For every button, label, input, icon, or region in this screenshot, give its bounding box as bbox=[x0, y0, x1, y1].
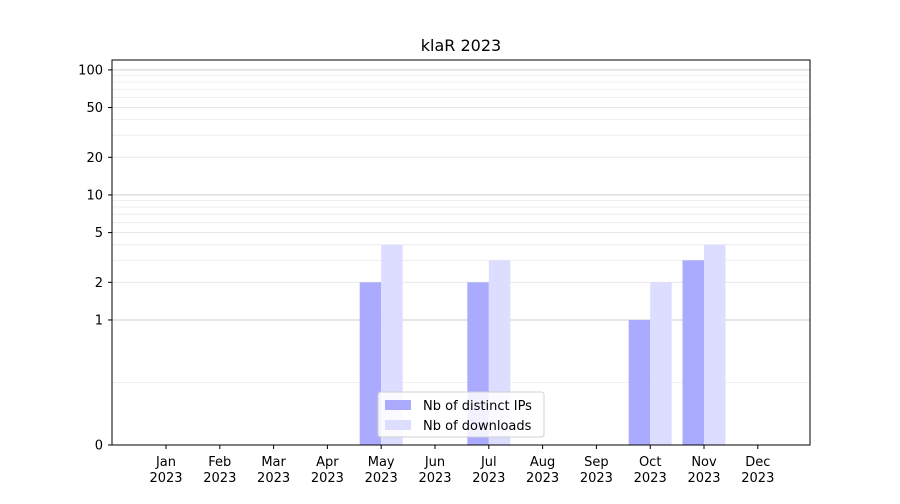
x-tick-label-month: Jun bbox=[424, 455, 445, 470]
chart-title: klaR 2023 bbox=[421, 36, 501, 55]
x-tick-label-month: May bbox=[368, 455, 395, 470]
x-tick-label-month: Nov bbox=[691, 455, 717, 470]
x-tick-label-month: Dec bbox=[745, 455, 770, 470]
x-tick-label-year: 2023 bbox=[418, 471, 451, 486]
x-tick-label-year: 2023 bbox=[203, 471, 236, 486]
x-tick-label-month: Sep bbox=[584, 455, 609, 470]
x-tick-label-year: 2023 bbox=[526, 471, 559, 486]
bar bbox=[650, 282, 672, 445]
bar bbox=[628, 319, 651, 445]
x-tick-label-month: Aug bbox=[530, 455, 555, 470]
x-tick-label-year: 2023 bbox=[634, 471, 667, 486]
legend-swatch bbox=[385, 400, 411, 410]
y-tick-label: 50 bbox=[86, 101, 103, 116]
legend: Nb of distinct IPs Nb of downloads bbox=[377, 391, 545, 438]
x-tick-label-year: 2023 bbox=[149, 471, 182, 486]
y-tick-label: 100 bbox=[78, 63, 103, 78]
bar bbox=[682, 260, 704, 445]
plot-frame bbox=[111, 59, 811, 446]
y-tick-label: 2 bbox=[95, 276, 103, 291]
legend-box bbox=[377, 391, 545, 438]
y-tick-label: 0 bbox=[95, 439, 103, 454]
x-tick-label-year: 2023 bbox=[365, 471, 398, 486]
x-tick-label-month: Oct bbox=[639, 455, 661, 470]
x-tick-label-month: Apr bbox=[316, 455, 339, 470]
x-tick-label-month: Jan bbox=[155, 455, 176, 470]
x-tick-label-year: 2023 bbox=[472, 471, 505, 486]
x-tick-label-month: Mar bbox=[261, 455, 286, 470]
y-tick-label: 20 bbox=[86, 151, 103, 166]
x-tick-label-year: 2023 bbox=[580, 471, 613, 486]
x-tick-label-year: 2023 bbox=[257, 471, 290, 486]
legend-label: Nb of distinct IPs bbox=[423, 399, 532, 414]
bar bbox=[704, 244, 726, 445]
x-tick-label-year: 2023 bbox=[687, 471, 720, 486]
y-tick-label: 10 bbox=[86, 188, 103, 203]
y-tick-label: 5 bbox=[95, 226, 103, 241]
x-tick-label-month: Jul bbox=[480, 455, 497, 470]
bar bbox=[359, 282, 382, 445]
legend-swatch bbox=[385, 420, 411, 430]
axes: 0125102050100Jan2023Feb2023Mar2023Apr202… bbox=[78, 59, 811, 486]
x-tick-label-year: 2023 bbox=[741, 471, 774, 486]
y-tick-label: 1 bbox=[95, 313, 103, 328]
legend-label: Nb of downloads bbox=[423, 419, 532, 434]
x-tick-label-year: 2023 bbox=[311, 471, 344, 486]
x-tick-label-month: Feb bbox=[208, 455, 231, 470]
